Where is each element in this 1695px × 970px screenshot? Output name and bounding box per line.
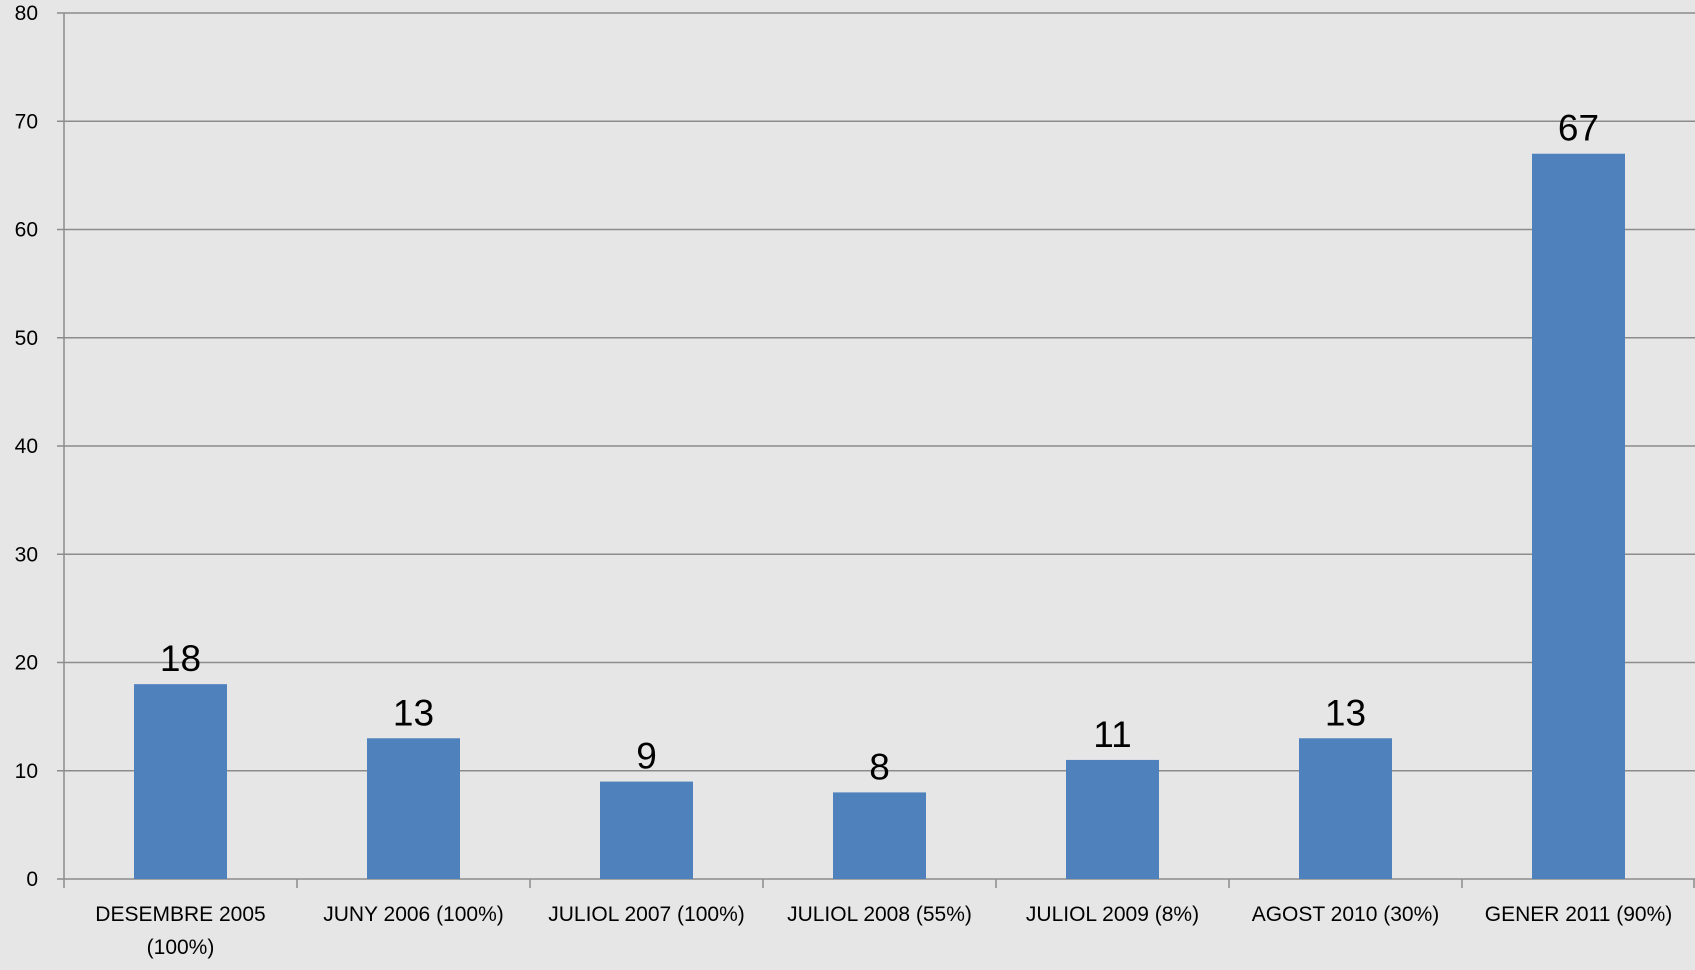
- y-tick-label: 20: [15, 652, 38, 675]
- bar: [367, 738, 460, 879]
- y-tick-label: 50: [15, 327, 38, 350]
- y-tick-label: 0: [26, 868, 38, 891]
- data-label: 8: [869, 746, 890, 787]
- bars: [134, 153, 1625, 880]
- data-label: 18: [160, 638, 201, 679]
- x-tick-label: DESEMBRE 2005: [95, 903, 265, 926]
- x-tick-label: GENER 2011 (90%): [1485, 903, 1673, 926]
- y-tick-label: 80: [15, 2, 38, 25]
- x-tick-label: JULIOL 2009 (8%): [1026, 903, 1199, 926]
- x-tick-label: AGOST 2010 (30%): [1252, 903, 1440, 926]
- bar: [1299, 738, 1392, 879]
- y-tick-label: 10: [15, 760, 38, 783]
- y-tick-label: 70: [15, 110, 38, 133]
- y-tick-label: 40: [15, 435, 38, 458]
- bar: [134, 684, 227, 879]
- data-label: 13: [1325, 692, 1366, 733]
- bar: [1066, 759, 1159, 879]
- y-tick-label: 30: [15, 543, 38, 566]
- y-tick-label: 60: [15, 219, 38, 242]
- data-label: 11: [1093, 714, 1131, 755]
- data-labels: 18 13 9 8 11 13 67: [160, 108, 1599, 788]
- tick-labels: 0 10 20 30 40 50 60 70 80 DESEMBRE 2005 (100%) JUNY…: [15, 2, 1673, 959]
- x-tick-label: JUNY 2006 (100%): [323, 903, 504, 926]
- bar: [833, 792, 926, 879]
- x-tick-label: JULIOL 2008 (55%): [787, 903, 972, 926]
- bar: [600, 781, 693, 879]
- gridlines: [64, 12, 1695, 772]
- data-label: 9: [636, 736, 657, 777]
- x-tick-label: JULIOL 2007 (100%): [548, 903, 745, 926]
- x-tick-label: (100%): [147, 936, 215, 959]
- data-label: 67: [1558, 108, 1599, 149]
- bar: [1532, 153, 1625, 880]
- data-label: 13: [393, 692, 434, 733]
